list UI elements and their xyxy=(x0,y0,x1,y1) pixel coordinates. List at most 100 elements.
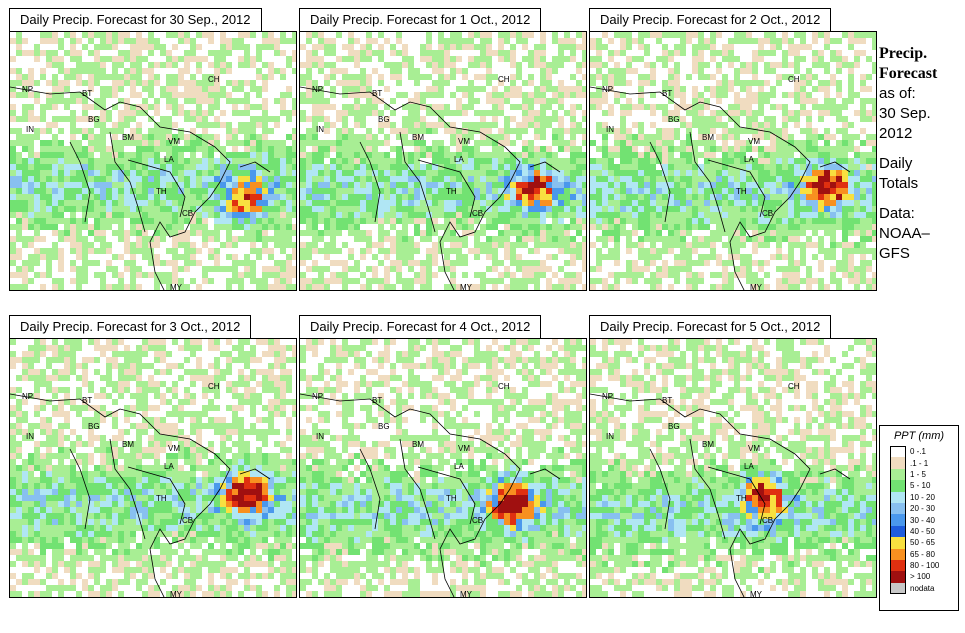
data-source: GFS xyxy=(879,245,910,262)
legend-item: 50 - 65 xyxy=(880,537,958,549)
country-label: MY xyxy=(750,590,763,598)
country-label: CB xyxy=(762,209,773,218)
legend-label: 5 - 10 xyxy=(910,481,931,491)
precip-map[interactable]: NPBTBGINCHBMVMLATHCBMYIDMYID xyxy=(299,338,587,598)
country-label: LA xyxy=(454,155,464,164)
precip-map[interactable]: NPBTBGINCHBMVMLATHCBMYIDMYID xyxy=(9,31,297,291)
country-label: CH xyxy=(788,75,800,84)
country-label: CH xyxy=(498,75,510,84)
legend-label: 80 - 100 xyxy=(910,561,940,571)
info-title: Precip. xyxy=(879,45,928,62)
legend-swatch xyxy=(890,548,906,560)
panel-title: Daily Precip. Forecast for 2 Oct., 2012 xyxy=(589,8,832,32)
country-label: CH xyxy=(788,382,800,391)
country-label: CB xyxy=(472,209,483,218)
info-title: Forecast xyxy=(879,65,938,82)
country-label: BM xyxy=(702,440,714,449)
country-label: CH xyxy=(498,382,510,391)
legend-label: > 100 xyxy=(910,572,931,582)
country-label: BG xyxy=(668,115,680,124)
legend-item: 1 - 5 xyxy=(880,468,958,481)
country-label: BG xyxy=(88,422,100,431)
legend-swatch xyxy=(890,582,906,595)
legend-label: 1 - 5 xyxy=(910,469,927,479)
country-label: CH xyxy=(208,75,220,84)
legend-label: 0 -.1 xyxy=(910,447,927,457)
country-label: BT xyxy=(82,89,92,98)
country-label: TH xyxy=(156,187,167,196)
map-borders xyxy=(10,86,271,290)
country-label: BT xyxy=(662,396,672,405)
country-label: VM xyxy=(458,137,470,146)
legend-item: 20 - 30 xyxy=(880,502,958,515)
precip-map[interactable]: NPBTBGINCHBMVMLATHCBMYIDMYID xyxy=(589,31,877,291)
country-label: BT xyxy=(372,396,382,405)
map-borders xyxy=(300,86,561,290)
country-label: BM xyxy=(122,133,134,142)
precip-grid xyxy=(300,339,586,597)
legend-swatch xyxy=(890,514,906,526)
legend-item: .1 - 1 xyxy=(880,457,958,469)
legend-item: 80 - 100 xyxy=(880,559,958,572)
period-label: Daily xyxy=(879,155,913,172)
country-label: CB xyxy=(762,516,773,525)
country-label: LA xyxy=(744,155,754,164)
country-label: VM xyxy=(748,137,760,146)
country-label: BT xyxy=(662,89,672,98)
country-label: NP xyxy=(22,85,33,94)
country-label: CB xyxy=(182,516,193,525)
legend-label: 10 - 20 xyxy=(910,492,935,502)
country-label: NP xyxy=(22,392,33,401)
panel-title: Daily Precip. Forecast for 3 Oct., 2012 xyxy=(9,315,252,339)
country-label: MY xyxy=(750,283,763,291)
legend-item: > 100 xyxy=(880,571,958,583)
country-label: LA xyxy=(164,462,174,471)
country-label: CB xyxy=(182,209,193,218)
panel-title: Daily Precip. Forecast for 1 Oct., 2012 xyxy=(299,8,542,32)
country-label: LA xyxy=(744,462,754,471)
map-borders xyxy=(590,86,851,290)
precip-map[interactable]: NPBTBGINCHBMVMLATHCBMYIDMYID xyxy=(299,31,587,291)
map-borders xyxy=(300,393,561,597)
legend-item: nodata xyxy=(880,582,958,595)
legend-swatch xyxy=(890,457,906,469)
country-label: BM xyxy=(412,133,424,142)
map-borders xyxy=(590,393,851,597)
as-of-label: as of: xyxy=(879,85,916,102)
panel-title: Daily Precip. Forecast for 5 Oct., 2012 xyxy=(589,315,832,339)
country-label: NP xyxy=(312,392,323,401)
country-label: TH xyxy=(736,187,747,196)
country-label: IN xyxy=(26,432,34,441)
as-of-date: 30 Sep. xyxy=(879,105,931,122)
legend-item: 30 - 40 xyxy=(880,514,958,526)
panel-title: Daily Precip. Forecast for 4 Oct., 2012 xyxy=(299,315,542,339)
country-label: BM xyxy=(412,440,424,449)
country-label: IN xyxy=(316,432,324,441)
country-label: TH xyxy=(446,187,457,196)
legend-swatch xyxy=(890,446,906,458)
country-label: BG xyxy=(378,422,390,431)
country-label: IN xyxy=(606,125,614,134)
country-label: LA xyxy=(164,155,174,164)
forecast-info: Precip. Forecast as of: 30 Sep. 2012 Dai… xyxy=(879,44,963,264)
legend-swatch xyxy=(890,559,906,572)
country-label: BT xyxy=(372,89,382,98)
precip-grid xyxy=(10,339,296,597)
country-label: TH xyxy=(156,494,167,503)
precip-map[interactable]: NPBTBGINCHBMVMLATHCBMYIDMYID xyxy=(589,338,877,598)
legend-label: 30 - 40 xyxy=(910,515,935,525)
legend-swatch xyxy=(890,537,906,549)
country-label: NP xyxy=(312,85,323,94)
country-label: BG xyxy=(88,115,100,124)
country-label: VM xyxy=(458,444,470,453)
precip-map[interactable]: NPBTBGINCHBMVMLATHCBMYIDMYID xyxy=(9,338,297,598)
country-label: TH xyxy=(446,494,457,503)
legend-label: 20 - 30 xyxy=(910,504,935,514)
legend-swatch xyxy=(890,491,906,503)
country-label: VM xyxy=(168,137,180,146)
legend-item: 5 - 10 xyxy=(880,480,958,492)
country-label: IN xyxy=(316,125,324,134)
precip-grid xyxy=(590,32,876,290)
country-label: MY xyxy=(170,590,183,598)
country-label: VM xyxy=(748,444,760,453)
